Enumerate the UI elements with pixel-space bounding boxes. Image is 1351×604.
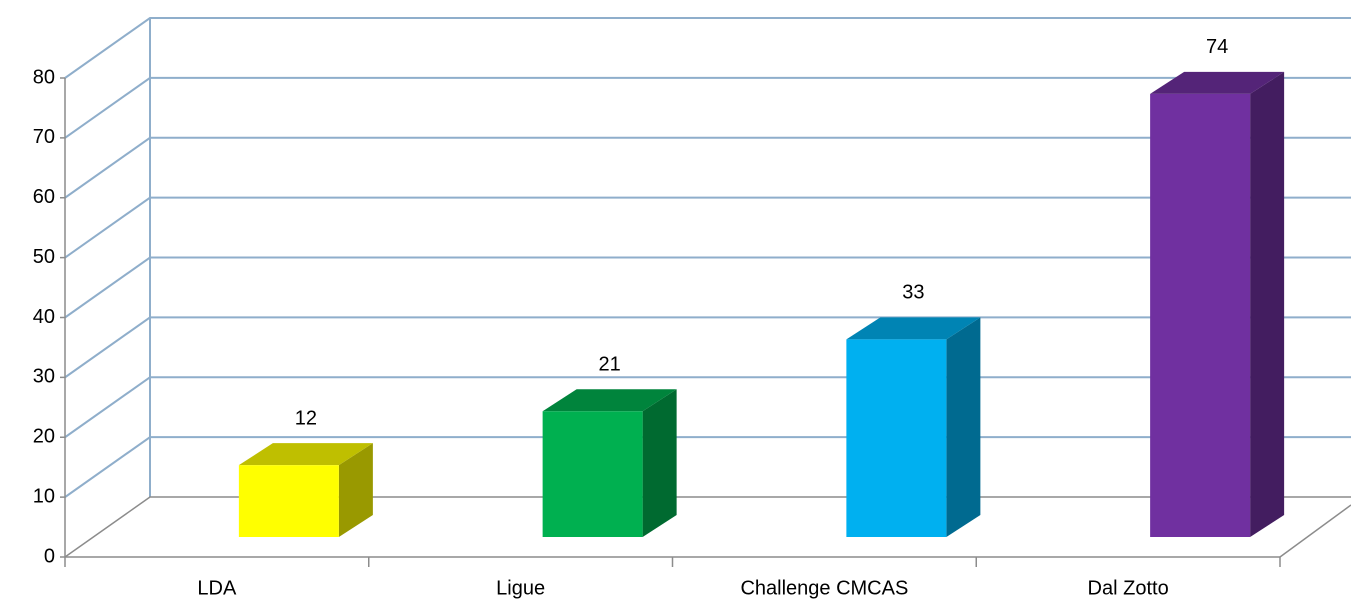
grid-line — [64, 196, 1351, 259]
x-tick-label: Dal Zotto — [1088, 577, 1169, 599]
grid-line — [64, 136, 1351, 199]
grid-line — [64, 256, 1351, 319]
bar — [846, 339, 947, 537]
y-tick-label: 70 — [33, 126, 55, 148]
y-tick-label: 10 — [33, 485, 55, 507]
data-label: 33 — [902, 282, 924, 304]
data-label: 12 — [295, 407, 317, 429]
grid-line — [64, 76, 1351, 139]
y-tick-label: 0 — [44, 545, 55, 567]
x-tick-label: Ligue — [496, 577, 545, 599]
bar-top — [1150, 71, 1285, 94]
y-tick-label: 80 — [33, 66, 55, 88]
bar — [1150, 93, 1251, 538]
data-label: 74 — [1206, 36, 1228, 58]
bar-side — [642, 389, 677, 537]
data-label: 21 — [599, 354, 621, 376]
bar-top — [846, 317, 981, 340]
bar-side — [338, 443, 373, 537]
y-tick-label: 60 — [33, 186, 55, 208]
y-tick-label: 30 — [33, 366, 55, 388]
floor-edge — [1279, 504, 1351, 558]
bar-side — [946, 317, 981, 537]
bar-top — [542, 389, 677, 412]
bar-top — [238, 443, 373, 466]
x-tick-label: LDA — [197, 577, 237, 599]
bar-side — [1250, 71, 1285, 538]
bar — [238, 465, 339, 537]
bar — [542, 411, 643, 537]
y-tick-label: 40 — [33, 306, 55, 328]
grid-line — [64, 316, 1351, 379]
y-tick-label: 50 — [33, 246, 55, 268]
y-tick-label: 20 — [33, 426, 55, 448]
grid-line — [64, 17, 1351, 79]
x-tick-label: Challenge CMCAS — [740, 577, 908, 599]
